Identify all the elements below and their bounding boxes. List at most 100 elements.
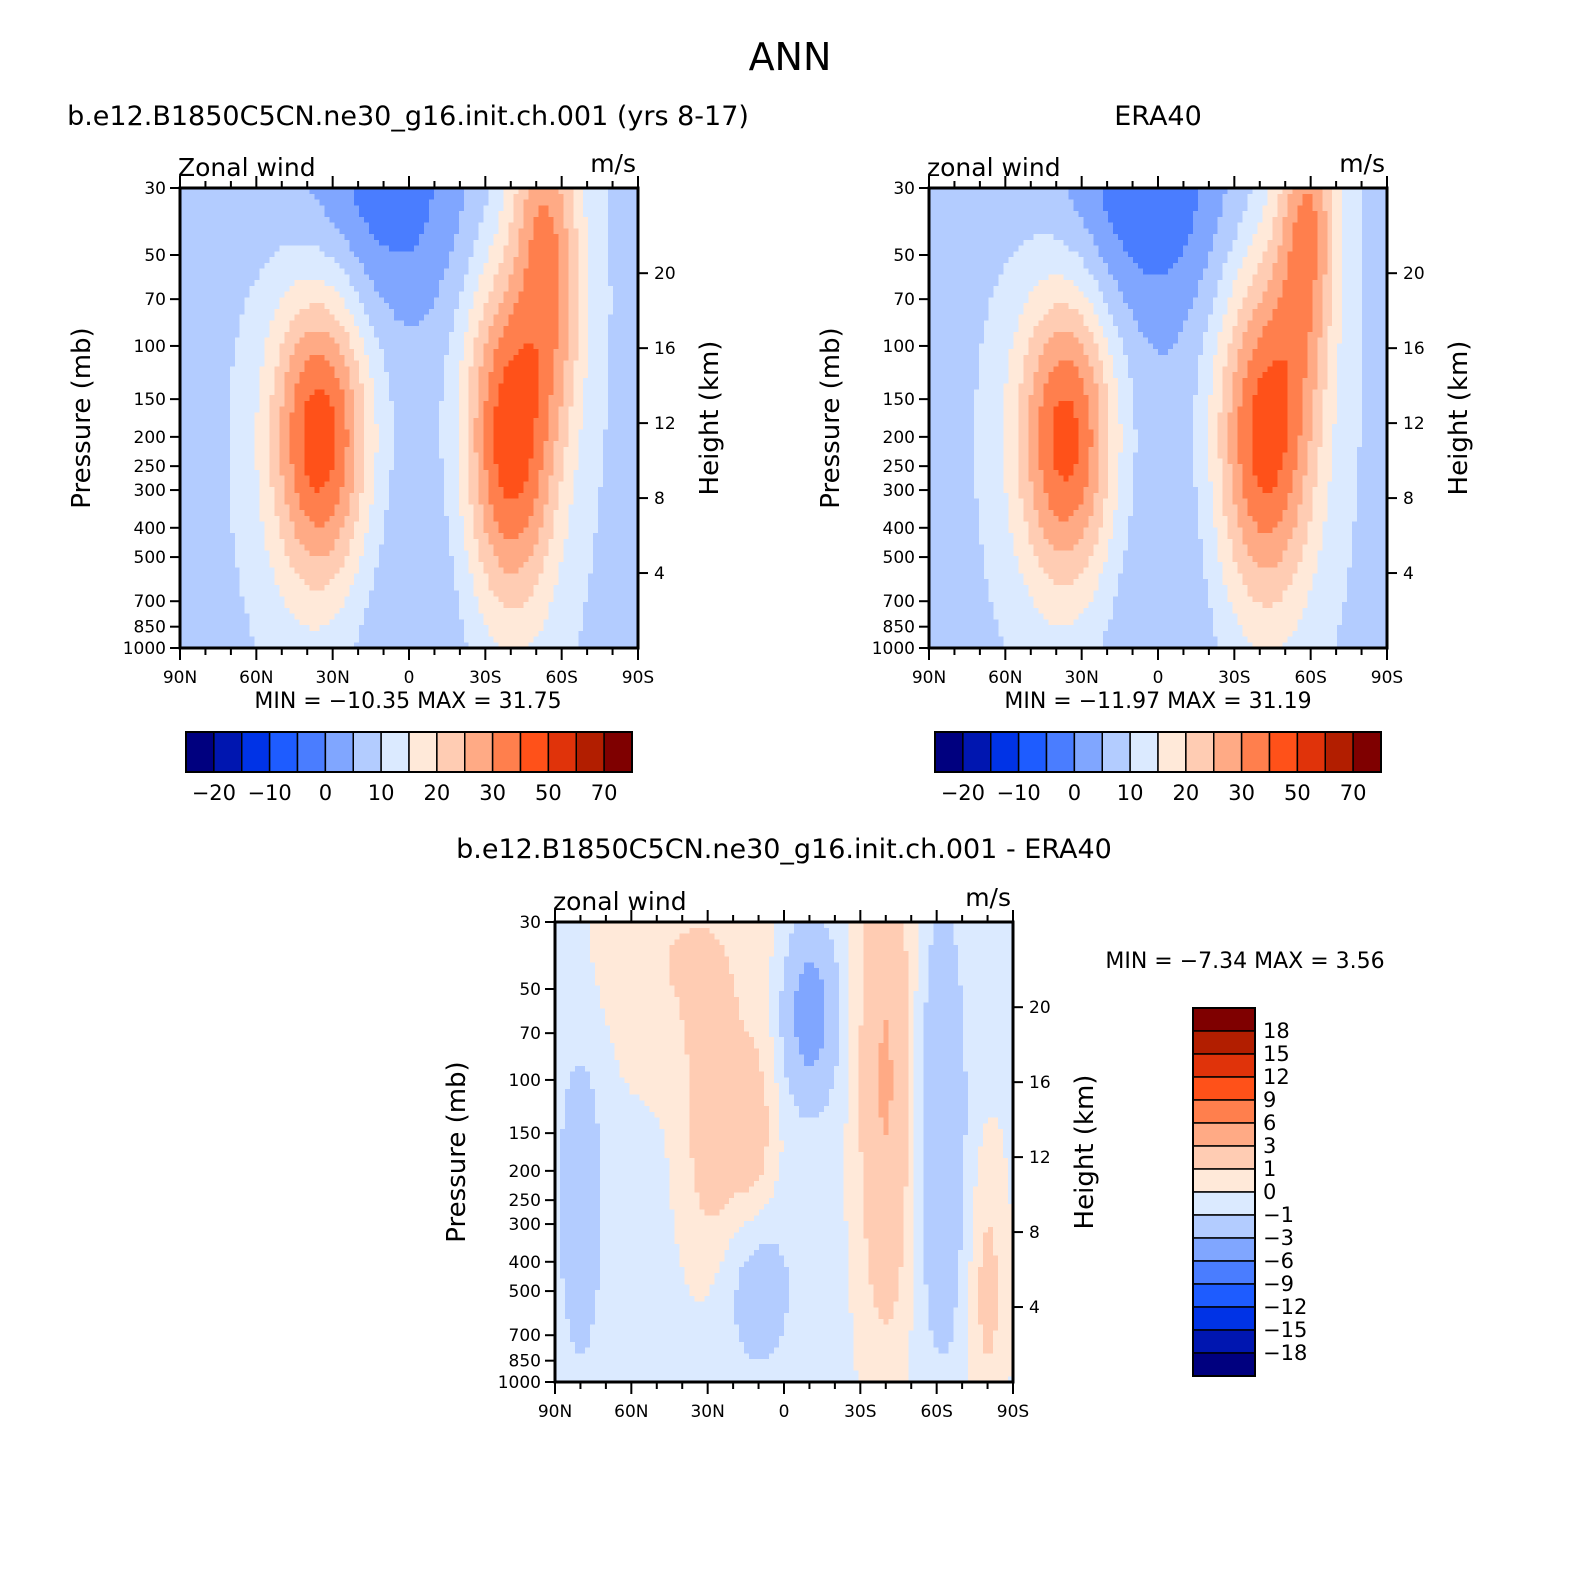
contour-cell xyxy=(409,297,415,303)
contour-cell xyxy=(429,332,435,338)
contour-cell xyxy=(464,470,470,476)
contour-cell xyxy=(583,476,589,482)
contour-cell xyxy=(354,412,360,418)
contour-cell xyxy=(364,447,370,453)
contour-cell xyxy=(334,395,340,401)
contour-cell xyxy=(369,205,375,211)
contour-cell xyxy=(499,487,505,493)
contour-cell xyxy=(324,407,330,413)
contour-cell xyxy=(290,240,296,246)
contour-cell xyxy=(528,372,534,378)
contour-cell xyxy=(429,407,435,413)
contour-cell xyxy=(220,464,226,470)
contour-cell xyxy=(200,303,206,309)
contour-cell xyxy=(379,257,385,263)
contour-cell xyxy=(275,401,281,407)
contour-cell xyxy=(578,332,584,338)
contour-cell xyxy=(404,217,410,223)
contour-cell xyxy=(519,286,525,292)
contour-cell xyxy=(364,211,370,217)
contour-cell xyxy=(424,453,430,459)
contour-cell xyxy=(230,464,236,470)
contour-cell xyxy=(245,292,251,298)
contour-cell xyxy=(369,378,375,384)
contour-cell xyxy=(553,240,559,246)
contour-cell xyxy=(359,338,365,344)
contour-cell xyxy=(299,447,305,453)
contour-cell xyxy=(469,292,475,298)
contour-cell xyxy=(454,234,460,240)
contour-cell xyxy=(324,309,330,315)
contour-cell xyxy=(285,481,291,487)
contour-cell xyxy=(419,349,425,355)
contour-cell xyxy=(349,280,355,286)
contour-cell xyxy=(504,464,510,470)
contour-cell xyxy=(603,234,609,240)
contour-cell xyxy=(290,441,296,447)
contour-cell xyxy=(603,476,609,482)
contour-cell xyxy=(558,194,564,200)
contour-cell xyxy=(290,234,296,240)
contour-cell xyxy=(424,280,430,286)
contour-cell xyxy=(260,355,266,361)
contour-cell xyxy=(329,303,335,309)
contour-cell xyxy=(344,257,350,263)
contour-cell xyxy=(384,418,390,424)
contour-cell xyxy=(504,418,510,424)
contour-cell xyxy=(389,378,395,384)
contour-cell xyxy=(603,217,609,223)
contour-cell xyxy=(474,205,480,211)
contour-cell xyxy=(255,211,261,217)
contour-cell xyxy=(220,447,226,453)
contour-cell xyxy=(334,332,340,338)
contour-cell xyxy=(409,205,415,211)
contour-cell xyxy=(319,435,325,441)
contour-cell xyxy=(399,355,405,361)
contour-cell xyxy=(260,453,266,459)
contour-cell xyxy=(588,430,594,436)
contour-cell xyxy=(384,487,390,493)
contour-cell xyxy=(205,200,211,206)
contour-cell xyxy=(220,343,226,349)
contour-cell xyxy=(519,297,525,303)
contour-cell xyxy=(190,269,196,275)
contour-cell xyxy=(324,303,330,309)
contour-cell xyxy=(404,476,410,482)
contour-cell xyxy=(548,447,554,453)
contour-cell xyxy=(494,378,500,384)
contour-cell xyxy=(280,453,286,459)
contour-cell xyxy=(588,447,594,453)
contour-cell xyxy=(618,366,624,372)
contour-cell xyxy=(623,297,629,303)
contour-cell xyxy=(444,274,450,280)
contour-cell xyxy=(205,297,211,303)
contour-cell xyxy=(469,194,475,200)
contour-cell xyxy=(230,309,236,315)
contour-cell xyxy=(558,361,564,367)
contour-cell xyxy=(558,453,564,459)
contour-cell xyxy=(538,303,544,309)
contour-cell xyxy=(578,269,584,275)
contour-cell xyxy=(295,424,301,430)
contour-cell xyxy=(514,493,520,499)
contour-cell xyxy=(558,424,564,430)
contour-cell xyxy=(459,280,465,286)
contour-cell xyxy=(349,309,355,315)
contour-cell xyxy=(429,384,435,390)
contour-cell xyxy=(499,269,505,275)
contour-cell xyxy=(538,240,544,246)
contour-cell xyxy=(270,366,276,372)
contour-cell xyxy=(514,240,520,246)
contour-cell xyxy=(265,476,271,482)
contour-cell xyxy=(469,263,475,269)
contour-cell xyxy=(235,274,241,280)
contour-cell xyxy=(578,286,584,292)
contour-cell xyxy=(230,389,236,395)
contour-cell xyxy=(399,412,405,418)
contour-cell xyxy=(434,355,440,361)
contour-cell xyxy=(270,453,276,459)
contour-cell xyxy=(578,430,584,436)
contour-cell xyxy=(419,251,425,257)
contour-cell xyxy=(344,435,350,441)
contour-cell xyxy=(553,228,559,234)
